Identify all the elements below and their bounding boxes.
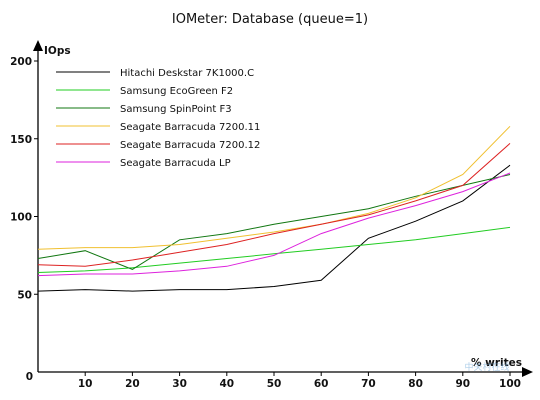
y-axis-label: IOps — [44, 45, 71, 57]
x-axis-arrow — [522, 367, 533, 377]
x-tick-label: 100 — [499, 378, 521, 390]
y-tick-label: 200 — [10, 56, 32, 68]
series-line-6 — [37, 172, 511, 277]
x-tick-label: 40 — [219, 378, 234, 390]
legend-label: Hitachi Deskstar 7K1000.C — [120, 68, 254, 79]
y-tick-label: 150 — [10, 134, 32, 146]
legend-label: Seagate Barracuda LP — [120, 158, 231, 169]
series-line-2 — [37, 226, 511, 273]
legend: Hitachi Deskstar 7K1000.C Samsung EcoGree… — [56, 68, 260, 169]
y-tick-label: 100 — [10, 212, 32, 224]
x-tick-label: 0 — [26, 371, 33, 383]
x-axis-label: % writes — [471, 357, 522, 369]
series-line-3 — [37, 174, 511, 270]
x-tick-label: 80 — [408, 378, 423, 390]
legend-label: Seagate Barracuda 7200.12 — [120, 140, 260, 151]
legend-label: Seagate Barracuda 7200.11 — [120, 122, 260, 133]
x-tick-label: 60 — [314, 378, 329, 390]
x-tick-label: 70 — [361, 378, 376, 390]
series-line-4 — [37, 125, 511, 250]
series-line-1 — [37, 164, 511, 292]
x-tick-label: 30 — [172, 378, 187, 390]
x-tick-label: 10 — [78, 378, 93, 390]
series-line-5 — [37, 143, 511, 267]
legend-label: Samsung EcoGreen F2 — [120, 86, 233, 97]
x-tick-label: 90 — [455, 378, 470, 390]
legend-label: Samsung SpinPoint F3 — [120, 104, 232, 115]
y-axis-arrow — [33, 40, 43, 51]
x-tick-label: 50 — [267, 378, 282, 390]
tick-labels: 50 100 150 200 0 10 20 30 40 50 60 70 80 90 100 — [10, 56, 521, 390]
chart-title: IOMeter: Database (queue=1) — [172, 12, 368, 27]
axes — [33, 40, 533, 377]
x-tick-label: 20 — [125, 378, 140, 390]
series-lines — [37, 125, 511, 292]
watermark: 中关村在线 — [464, 361, 509, 373]
y-tick-label: 50 — [17, 289, 32, 301]
